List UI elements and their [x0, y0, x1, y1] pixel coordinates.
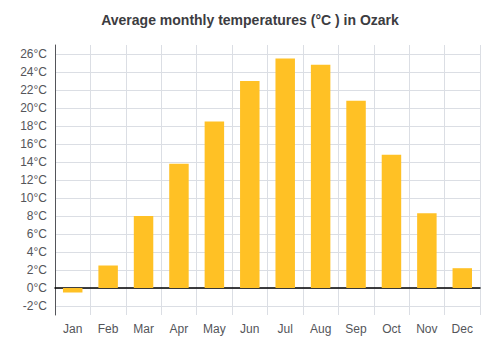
svg-text:14°C: 14°C	[20, 155, 47, 169]
svg-text:22°C: 22°C	[20, 83, 47, 97]
svg-text:Jun: Jun	[240, 322, 259, 336]
svg-text:0°C: 0°C	[27, 281, 47, 295]
svg-text:Mar: Mar	[133, 322, 154, 336]
svg-text:4°C: 4°C	[27, 245, 47, 259]
svg-text:18°C: 18°C	[20, 119, 47, 133]
svg-text:Apr: Apr	[170, 322, 189, 336]
svg-text:20°C: 20°C	[20, 101, 47, 115]
svg-text:May: May	[203, 322, 226, 336]
svg-text:24°C: 24°C	[20, 65, 47, 79]
svg-text:Aug: Aug	[310, 322, 331, 336]
svg-text:16°C: 16°C	[20, 137, 47, 151]
svg-text:Dec: Dec	[452, 322, 473, 336]
svg-text:8°C: 8°C	[27, 209, 47, 223]
svg-text:6°C: 6°C	[27, 227, 47, 241]
svg-text:Oct: Oct	[382, 322, 401, 336]
svg-text:Jan: Jan	[63, 322, 82, 336]
svg-text:Sep: Sep	[345, 322, 367, 336]
svg-text:Nov: Nov	[416, 322, 437, 336]
svg-text:12°C: 12°C	[20, 173, 47, 187]
svg-text:Average monthly temperatures (: Average monthly temperatures (°C ) in Oz…	[101, 12, 399, 28]
svg-text:26°C: 26°C	[20, 47, 47, 61]
svg-text:2°C: 2°C	[27, 263, 47, 277]
svg-text:Jul: Jul	[278, 322, 293, 336]
svg-text:Feb: Feb	[98, 322, 119, 336]
svg-text:10°C: 10°C	[20, 191, 47, 205]
svg-text:-2°C: -2°C	[23, 299, 47, 313]
